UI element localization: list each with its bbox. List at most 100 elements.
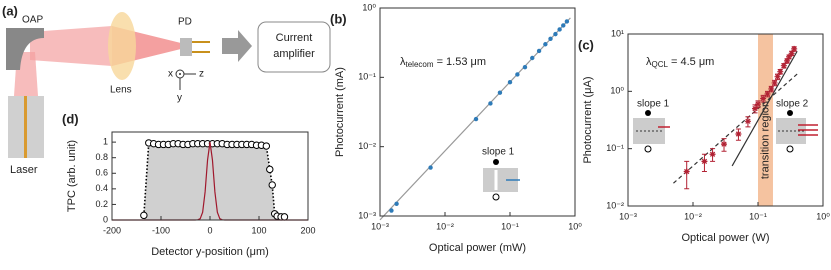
marker xyxy=(515,72,520,77)
plot-frame xyxy=(627,33,824,207)
marker xyxy=(764,90,771,97)
lens xyxy=(108,12,136,80)
axis-label: x xyxy=(168,69,173,80)
signal-arrow xyxy=(222,30,252,62)
x-tick-label: 10⁰ xyxy=(568,221,582,231)
y-axis-label: Photocurrent (mA) xyxy=(334,67,346,157)
x-tick-label: 10⁰ xyxy=(816,211,830,221)
inset-label: slope 1 xyxy=(482,147,515,158)
chart: -200 -100 0 100 200 0 0.2 0.4 0.6 0.8 1 Detector y-… xyxy=(62,111,316,257)
marker xyxy=(473,116,479,122)
axis-dot xyxy=(179,73,181,75)
inset-dot xyxy=(645,110,651,116)
marker xyxy=(548,36,553,41)
marker xyxy=(553,31,558,37)
y-tick-label: 0 xyxy=(103,214,108,224)
marker xyxy=(709,151,716,158)
x-tick-label: -200 xyxy=(103,225,121,235)
marker xyxy=(755,101,761,108)
marker xyxy=(768,85,775,92)
inset-c2: slope 2 xyxy=(776,99,818,153)
inset-dot xyxy=(644,145,652,153)
marker xyxy=(140,211,148,220)
x-tick-label: 10⁻² xyxy=(684,211,702,221)
marker xyxy=(488,101,493,106)
inset-b: slope 1 xyxy=(482,147,520,201)
marker xyxy=(389,208,394,213)
error-bar xyxy=(684,160,690,190)
panel-label: (c) xyxy=(578,37,594,52)
x-tick-label: 0 xyxy=(207,225,212,235)
y-tick-label: 10⁻² xyxy=(606,200,624,210)
x-tick-label: -100 xyxy=(152,225,170,235)
inset-label: slope 1 xyxy=(637,99,670,110)
marker xyxy=(777,68,784,75)
marker xyxy=(784,57,791,64)
marker xyxy=(721,141,728,148)
marker xyxy=(536,48,542,54)
y-tick-label: 10⁻¹ xyxy=(358,72,376,82)
y-tick-label: 1 xyxy=(103,136,108,146)
panel-label: (b) xyxy=(330,11,347,26)
y-tick-label: 10⁻² xyxy=(358,141,376,151)
marker xyxy=(268,181,276,189)
inset-label: slope 2 xyxy=(776,99,809,110)
photodetector xyxy=(180,38,192,56)
x-tick-label: 10⁻¹ xyxy=(501,221,519,231)
x-tick-label: 10⁻³ xyxy=(619,211,637,221)
x-tick-label: 10⁻³ xyxy=(371,221,389,231)
marker xyxy=(683,168,690,175)
y-axis-label: Photocurrent (μA) xyxy=(582,76,594,163)
y-tick-label: 0.4 xyxy=(95,183,108,193)
plot-frame xyxy=(379,7,576,217)
marker xyxy=(760,95,767,102)
axis-label: y xyxy=(177,93,182,104)
marker xyxy=(788,50,795,57)
y-tick-label: 0.2 xyxy=(95,199,108,209)
marker xyxy=(786,53,793,60)
marker xyxy=(530,55,535,61)
y-tick-label: 0.8 xyxy=(95,152,108,162)
marker xyxy=(780,62,787,69)
inset-dot xyxy=(493,159,499,165)
wavelength-note: λtelecom = 1.53 μm xyxy=(400,56,486,69)
oap-mirror xyxy=(6,28,44,70)
laser-rod xyxy=(24,96,27,158)
line xyxy=(731,50,798,167)
amplifier-label: Current xyxy=(276,32,313,44)
laser-label: Laser xyxy=(10,164,38,176)
marker xyxy=(744,118,751,125)
y-tick-label: 10⁻¹ xyxy=(606,143,624,153)
marker xyxy=(564,19,570,24)
x-axis-label: Optical power (W) xyxy=(681,232,769,244)
beam-collimated xyxy=(30,26,112,66)
marker xyxy=(543,42,548,47)
x-tick-label: 10⁻² xyxy=(436,221,454,231)
marker xyxy=(428,165,433,170)
y-tick-label: 10¹ xyxy=(611,28,624,38)
amplifier-box xyxy=(257,21,331,73)
chart: 10⁻³ 10⁻² 10⁻¹ 10⁰ 10⁻³ 10⁻² 10⁻¹ 10⁰ Optical po… xyxy=(330,2,582,254)
marker xyxy=(752,105,759,112)
y-tick-label: 10⁰ xyxy=(610,86,624,96)
x-tick-label: 10⁻¹ xyxy=(749,211,767,221)
inset-dot xyxy=(787,110,793,116)
marker xyxy=(522,65,528,70)
x-axis-label: Detector y-position (μm) xyxy=(151,246,269,258)
panel-label: (d) xyxy=(62,111,79,126)
marker xyxy=(771,79,778,86)
marker xyxy=(507,80,513,85)
marker xyxy=(280,213,289,221)
marker xyxy=(262,142,271,150)
setup-diagram: (a) OAP Lens PD Current amplifier x z y … xyxy=(2,3,331,176)
wavelength-note: λQCL = 4.5 μm xyxy=(646,56,714,69)
x-axis-label: Optical power (mW) xyxy=(429,242,526,254)
panel-label: (a) xyxy=(2,3,18,18)
inset-dot xyxy=(492,193,500,201)
y-tick-label: 10⁰ xyxy=(362,2,376,12)
x-tick-label: 200 xyxy=(300,225,315,235)
marker xyxy=(557,27,562,32)
lens-label: Lens xyxy=(110,85,132,96)
x-tick-label: 100 xyxy=(251,225,266,235)
